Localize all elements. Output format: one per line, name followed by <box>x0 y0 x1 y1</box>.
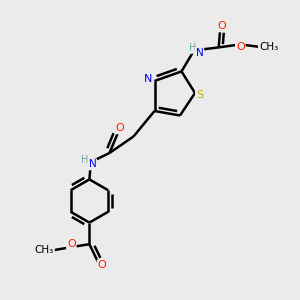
Text: N: N <box>144 74 153 85</box>
Text: CH₃: CH₃ <box>259 42 278 52</box>
Text: CH₃: CH₃ <box>35 245 54 255</box>
Text: O: O <box>67 239 76 249</box>
Text: O: O <box>116 123 124 134</box>
Text: H: H <box>81 154 88 165</box>
Text: N: N <box>88 159 96 170</box>
Text: O: O <box>217 21 226 32</box>
Text: S: S <box>196 89 203 100</box>
Text: N: N <box>196 48 203 58</box>
Text: H: H <box>189 43 196 53</box>
Text: O: O <box>98 260 106 270</box>
Text: O: O <box>236 42 245 52</box>
